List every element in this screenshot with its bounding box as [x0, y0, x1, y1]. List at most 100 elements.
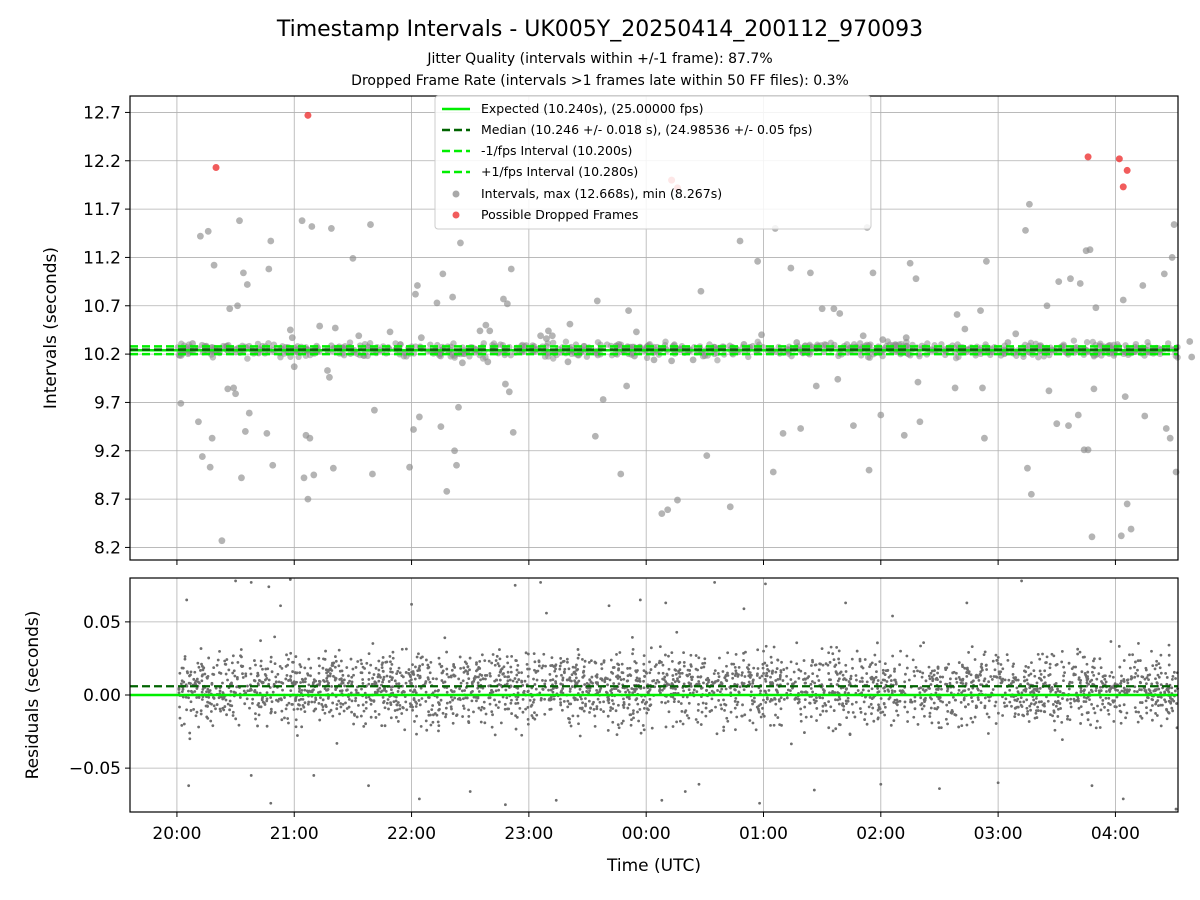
residual-point	[194, 679, 198, 683]
residual-point	[616, 674, 620, 678]
residual-point	[317, 679, 321, 683]
residual-point	[748, 673, 752, 677]
residual-point	[922, 641, 926, 645]
residual-point	[973, 715, 977, 719]
residual-point	[983, 704, 987, 708]
residual-point	[1092, 673, 1096, 677]
residual-point	[473, 677, 476, 681]
residual-point	[879, 711, 883, 715]
residual-point	[1033, 702, 1036, 706]
residual-point	[898, 699, 902, 703]
residual-point	[924, 688, 928, 692]
residual-point	[977, 678, 981, 682]
residual-point	[576, 656, 580, 660]
residual-point	[568, 717, 571, 721]
residual-point	[288, 678, 292, 681]
residual-point	[1036, 705, 1040, 709]
residual-point	[743, 713, 747, 717]
residual-point	[750, 699, 754, 702]
residual-point	[325, 671, 328, 675]
residual-point	[253, 690, 257, 694]
residual-point	[870, 712, 873, 716]
residual-point	[664, 680, 668, 684]
residual-point	[833, 691, 837, 694]
residual-point	[682, 651, 685, 655]
residual-point	[449, 695, 453, 699]
residual-point	[719, 703, 723, 707]
residual-point	[483, 659, 487, 663]
residual-point	[317, 671, 321, 675]
residual-point	[424, 700, 428, 703]
residual-point	[993, 668, 997, 672]
residual-point	[474, 675, 478, 679]
residual-point	[670, 682, 674, 685]
interval-point	[1162, 425, 1170, 432]
residual-point	[568, 687, 572, 691]
residual-point	[1060, 660, 1064, 664]
residual-point	[929, 683, 933, 686]
residual-point	[776, 691, 779, 694]
interval-point	[1121, 393, 1129, 401]
residual-point	[391, 676, 394, 680]
residual-point	[226, 702, 230, 706]
residual-point	[298, 663, 302, 666]
residual-point	[526, 652, 530, 656]
residual-point	[1128, 666, 1132, 670]
residual-point	[911, 658, 915, 662]
residual-point	[522, 689, 526, 693]
residual-point	[221, 681, 224, 685]
residual-point	[499, 670, 503, 673]
interval-point	[1053, 420, 1061, 428]
residual-point	[994, 700, 998, 704]
residual-point	[789, 660, 793, 664]
residual-point	[476, 686, 480, 690]
residual-point	[451, 721, 455, 725]
interval-point	[599, 396, 607, 403]
residual-point	[389, 660, 392, 664]
residual-point	[1098, 657, 1102, 661]
residual-point	[398, 707, 402, 711]
residual-point	[957, 688, 961, 692]
residual-point	[1083, 688, 1086, 692]
interval-point	[593, 297, 601, 305]
residual-point	[797, 668, 801, 672]
residual-point	[1020, 579, 1023, 583]
interval-point	[787, 264, 795, 272]
residual-point	[201, 673, 205, 677]
residual-point	[1167, 663, 1171, 667]
residual-point	[883, 678, 887, 682]
residual-point	[776, 716, 780, 719]
residual-point	[983, 696, 987, 700]
residual-point	[722, 725, 726, 729]
residual-point	[975, 705, 979, 709]
residual-point	[549, 688, 553, 692]
residual-point	[1143, 677, 1147, 681]
residual-point	[524, 651, 528, 655]
residual-point	[1076, 652, 1080, 656]
interval-point	[697, 287, 705, 295]
residual-point	[515, 715, 519, 719]
residual-point	[559, 690, 563, 694]
residual-point	[211, 695, 215, 699]
residual-point	[440, 664, 444, 668]
residual-point	[1173, 689, 1177, 693]
residual-point	[747, 680, 751, 684]
residual-point	[529, 704, 533, 708]
residual-point	[957, 661, 961, 664]
residual-point	[878, 660, 882, 663]
interval-point	[664, 506, 672, 514]
residual-point	[638, 707, 642, 711]
residual-point	[459, 681, 463, 685]
interval-point	[206, 463, 214, 471]
residual-point	[703, 657, 707, 661]
residual-point	[965, 670, 969, 674]
residual-point	[1145, 711, 1149, 715]
residual-point	[498, 657, 502, 661]
residual-point	[367, 695, 371, 699]
residual-point	[436, 720, 440, 724]
residual-point	[577, 653, 581, 657]
residual-point	[592, 707, 596, 711]
residual-point	[821, 709, 825, 713]
interval-point	[548, 332, 556, 340]
residual-point	[695, 690, 699, 694]
